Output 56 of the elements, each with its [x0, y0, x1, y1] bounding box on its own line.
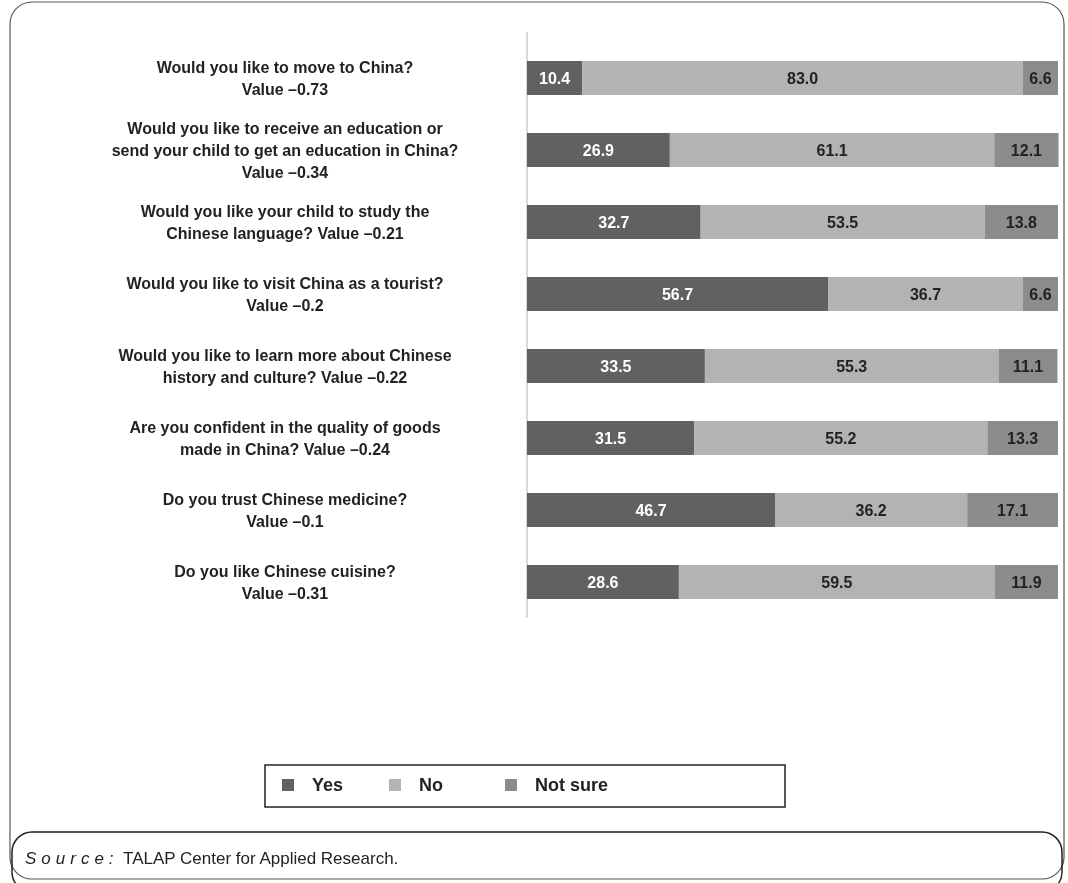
bar — [527, 565, 679, 599]
y-tick-label: Do you trust Chinese medicine? Value –0.1 — [162, 490, 408, 530]
y-tick-label: Would you like to move to China? Value –0.73 — [156, 58, 414, 98]
bar — [527, 349, 705, 383]
bar — [527, 493, 775, 527]
source-note: Source: TALAP Center for Applied Research. — [25, 848, 399, 868]
data-label: 55.2 — [825, 429, 857, 447]
bar — [527, 133, 670, 167]
data-label: 83.0 — [787, 69, 819, 87]
data-label: 59.5 — [821, 573, 853, 591]
bar — [678, 565, 995, 599]
data-label: 61.1 — [816, 141, 848, 159]
bar — [704, 349, 999, 383]
bar — [700, 205, 985, 239]
data-label: 11.1 — [1012, 357, 1044, 375]
y-tick-label: Would you like your child to study the Chinese language? Value –0.21 — [140, 202, 430, 242]
bar — [527, 277, 829, 311]
data-label: 56.7 — [661, 285, 694, 303]
data-label: 28.6 — [587, 573, 619, 591]
bar — [774, 493, 968, 527]
data-label: 36.2 — [855, 501, 887, 519]
bar — [669, 133, 995, 167]
data-label: 6.6 — [1029, 69, 1052, 87]
bar — [987, 421, 1058, 455]
data-label: 46.7 — [635, 501, 667, 519]
data-label: 12.1 — [1010, 141, 1043, 159]
data-label: 10.4 — [539, 69, 571, 87]
data-label: 53.5 — [827, 213, 859, 231]
bar — [828, 277, 1023, 311]
y-tick-label: Do you like Chinese cuisine? Value –0.31 — [174, 562, 396, 602]
data-label: 11.9 — [1011, 573, 1042, 591]
bar — [694, 421, 988, 455]
data-label: 17.1 — [997, 501, 1029, 519]
data-label: 6.6 — [1029, 285, 1052, 303]
y-tick-label: Would you like to receive an education or send your child to get an education in China? Value –0.34 — [111, 119, 459, 181]
legend-label: Yes — [312, 775, 344, 796]
data-label: 33.5 — [600, 357, 632, 375]
bar — [527, 205, 701, 239]
legend-label: Not sure — [535, 775, 609, 796]
legend-label: No — [419, 775, 443, 796]
bar — [994, 133, 1059, 167]
bar — [527, 421, 695, 455]
y-tick-label: Are you confident in the quality of goods made in China? Value –0.24 — [129, 418, 441, 458]
data-label: 31.5 — [595, 429, 627, 447]
data-label: 32.7 — [598, 213, 630, 231]
y-tick-label: Would you like to visit China as a tourist? Value –0.2 — [126, 274, 444, 314]
bar — [967, 493, 1058, 527]
bar — [984, 205, 1058, 239]
data-label: 36.7 — [909, 285, 942, 303]
data-label: 26.9 — [582, 141, 615, 159]
data-label: 55.3 — [836, 357, 868, 375]
y-tick-label: Would you like to learn more about Chinese history and culture? Value –0.22 — [118, 346, 452, 386]
data-label: 13.3 — [1007, 429, 1039, 447]
bar — [582, 61, 1023, 95]
data-label: 13.8 — [1005, 213, 1038, 231]
bar — [994, 565, 1058, 599]
